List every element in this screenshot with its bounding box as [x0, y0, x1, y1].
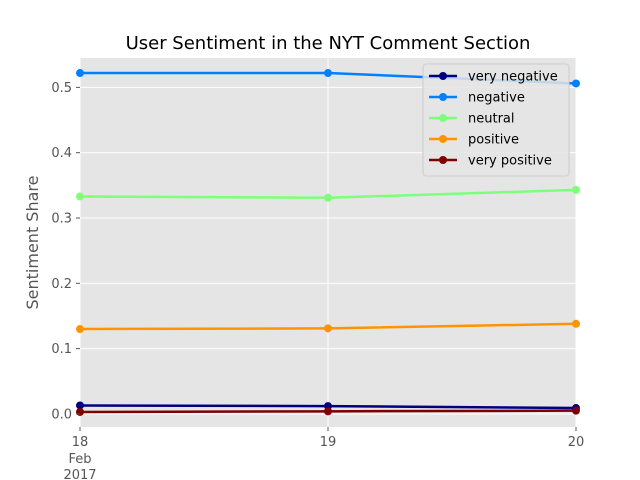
legend-label-positive: positive — [468, 133, 519, 148]
x-tick-sublabel: 2017 — [63, 468, 96, 480]
legend-label-negative: negative — [468, 91, 525, 106]
legend-marker-neutral — [439, 114, 447, 122]
data-point-very-positive — [76, 407, 84, 416]
grid — [79, 58, 577, 427]
data-point-positive — [324, 324, 332, 333]
legend-box — [422, 63, 570, 177]
data-point-neutral — [76, 192, 84, 201]
y-tick-label: 0.2 — [51, 277, 72, 292]
legend: very negative negative neutral positive very… — [422, 63, 570, 177]
x-tick-sublabel: Feb — [68, 452, 91, 467]
y-tick-label: 0.4 — [51, 146, 72, 161]
legend-marker-very-negative — [439, 72, 447, 80]
data-point-negative — [324, 69, 332, 78]
y-axis-label: Sentiment Share — [23, 176, 42, 310]
data-point-negative — [572, 79, 580, 88]
data-point-positive — [76, 325, 84, 334]
data-point-positive — [572, 319, 580, 328]
y-tick-label: 0.1 — [51, 342, 72, 357]
y-tick-label: 0.5 — [51, 81, 72, 96]
legend-marker-very-positive — [439, 156, 447, 164]
y-tick-label: 0.0 — [51, 407, 72, 422]
chart-title: User Sentiment in the NYT Comment Sectio… — [126, 33, 531, 54]
data-point-negative — [76, 69, 84, 78]
legend-label-very-positive: very positive — [468, 154, 552, 169]
data-point-very-positive — [324, 407, 332, 416]
x-tick-label: 18 — [72, 435, 89, 450]
legend-marker-positive — [439, 135, 447, 143]
legend-label-neutral: neutral — [468, 112, 515, 127]
legend-marker-negative — [439, 93, 447, 101]
data-point-neutral — [572, 185, 580, 194]
legend-label-very-negative: very negative — [468, 70, 558, 85]
data-point-very-positive — [572, 406, 580, 415]
series-lines — [76, 69, 580, 416]
data-point-very-negative — [76, 401, 84, 410]
data-point-neutral — [324, 193, 332, 202]
x-tick-label: 20 — [568, 435, 585, 450]
y-tick-label: 0.3 — [51, 212, 72, 227]
x-tick-label: 19 — [320, 435, 337, 450]
